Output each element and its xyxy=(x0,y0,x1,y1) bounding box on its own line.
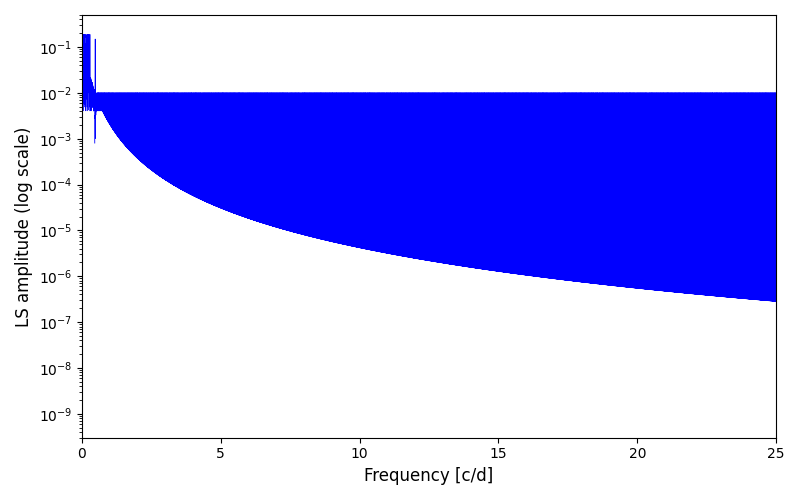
X-axis label: Frequency [c/d]: Frequency [c/d] xyxy=(364,467,494,485)
Y-axis label: LS amplitude (log scale): LS amplitude (log scale) xyxy=(15,126,33,326)
